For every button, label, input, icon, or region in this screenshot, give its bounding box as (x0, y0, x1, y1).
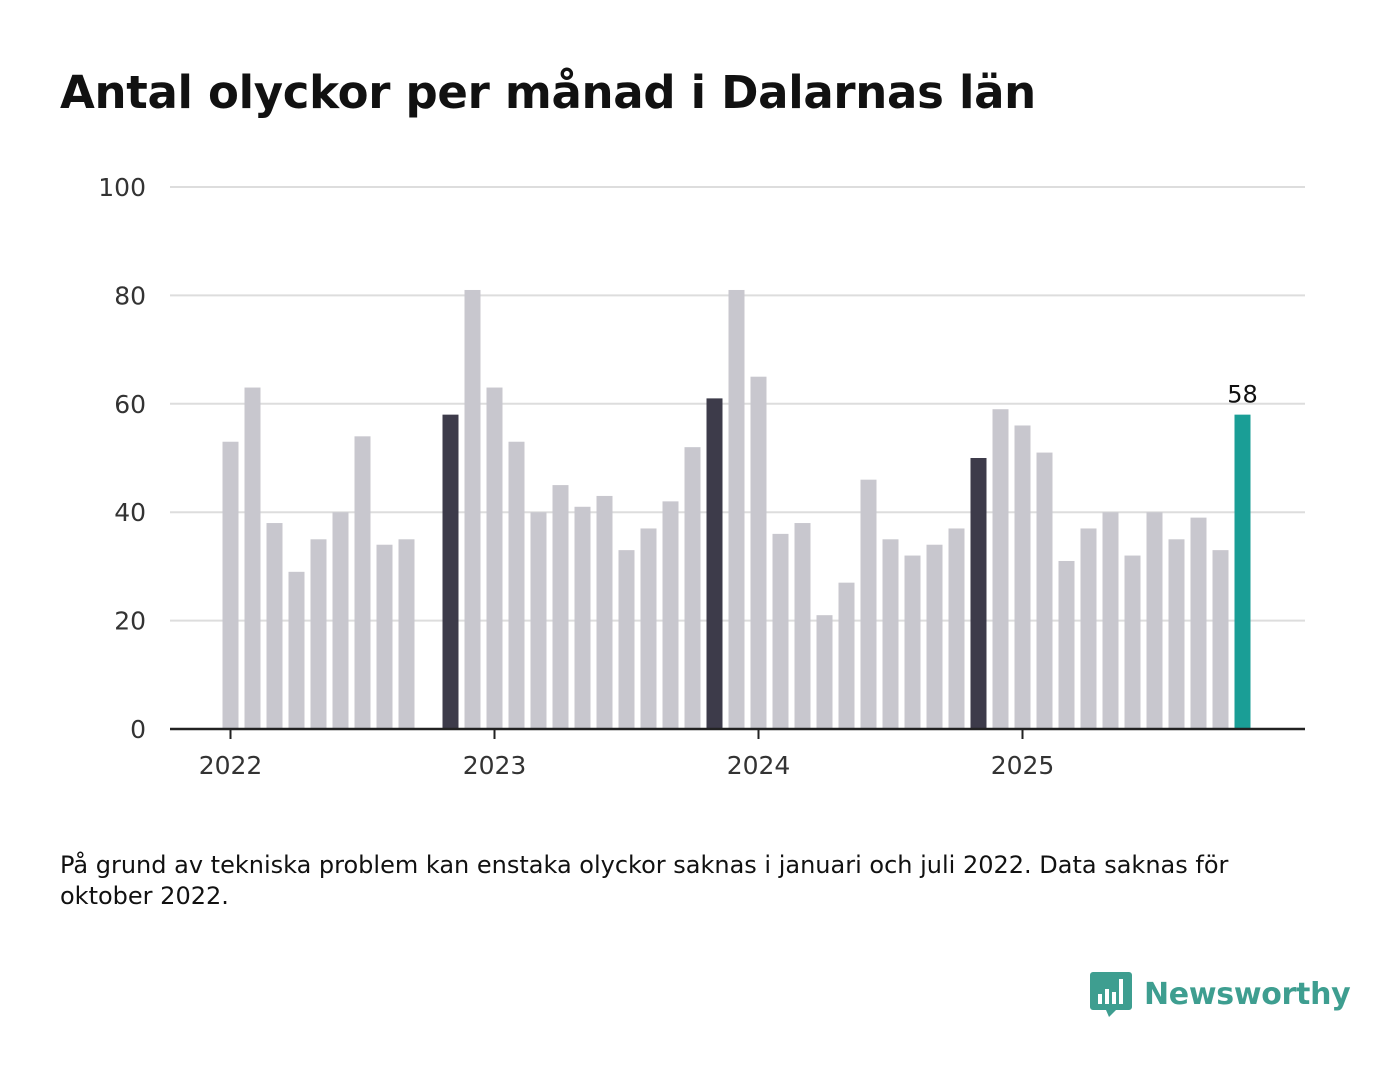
bar-2024-03 (794, 523, 811, 729)
bar-2025-08 (1168, 539, 1185, 729)
bar-chart-speech-bubble-icon (1090, 972, 1132, 1017)
bar-2024-11 (970, 458, 987, 729)
bar-2024-04 (816, 615, 833, 729)
bar-2023-04 (552, 485, 569, 729)
bar-2025-01 (1014, 425, 1031, 729)
x-tick-label-2023: 2023 (463, 751, 527, 780)
bar-2023-02 (508, 441, 525, 729)
bar-2023-10 (684, 447, 701, 729)
bar-2022-01 (222, 441, 239, 729)
x-axis-ticks: 2022 2023 2024 2025 (199, 729, 1055, 780)
bar-2025-04 (1080, 528, 1097, 729)
x-tick-label-2024: 2024 (727, 751, 791, 780)
bar-2022-02 (244, 387, 261, 729)
bar-2025-05 (1102, 512, 1119, 729)
bar-2023-09 (662, 501, 679, 729)
bar-2023-07 (618, 550, 635, 729)
bar-2025-09 (1190, 517, 1207, 729)
bar-2024-02 (772, 533, 789, 729)
bar-2024-09 (926, 544, 943, 729)
x-tick-label-2022: 2022 (199, 751, 263, 780)
bar-2025-07 (1146, 512, 1163, 729)
bar-2024-08 (904, 555, 921, 729)
bar-2023-12 (728, 289, 745, 729)
x-tick-label-2025: 2025 (991, 751, 1055, 780)
bar-chart: 0 20 40 60 80 100 2022 2023 2024 2025 58 (98, 173, 1305, 780)
brand-name: Newsworthy (1144, 976, 1351, 1012)
y-tick-label-20: 20 (114, 607, 146, 636)
bar-2025-11 (1234, 414, 1251, 729)
bar-2022-07 (354, 436, 371, 729)
bar-2023-01 (486, 387, 503, 729)
chart-title: Antal olyckor per månad i Dalarnas län (60, 66, 1036, 119)
bar-2022-12 (464, 289, 481, 729)
bar-2022-03 (266, 523, 283, 729)
y-tick-label-60: 60 (114, 390, 146, 419)
bar-2022-09 (398, 539, 415, 729)
bar-2023-03 (530, 512, 547, 729)
bar-2024-05 (838, 582, 855, 729)
y-tick-label-0: 0 (130, 715, 146, 744)
bar-2023-05 (574, 506, 591, 729)
y-tick-label-80: 80 (114, 281, 146, 310)
data-labels: 58 (1227, 381, 1258, 409)
bar-2022-06 (332, 512, 349, 729)
bar-2024-10 (948, 528, 965, 729)
bar-2022-05 (310, 539, 327, 729)
bar-2024-01 (750, 376, 767, 729)
bar-2022-04 (288, 571, 305, 729)
y-tick-label-100: 100 (98, 173, 146, 202)
bar-2022-08 (376, 544, 393, 729)
bar-2022-11 (442, 414, 459, 729)
bar-2024-06 (860, 479, 877, 729)
footnote: På grund av tekniska problem kan enstaka… (60, 851, 1229, 910)
bar-2025-10 (1212, 550, 1229, 729)
bar-2025-02 (1036, 452, 1053, 729)
bars (222, 289, 1251, 729)
brand-logo[interactable]: Newsworthy (1090, 970, 1351, 1018)
bar-2023-11 (706, 398, 723, 729)
y-tick-label-40: 40 (114, 498, 146, 527)
bar-2025-06 (1124, 555, 1141, 729)
data-label-2025-11: 58 (1227, 381, 1258, 409)
bar-2025-03 (1058, 560, 1075, 729)
bar-2024-07 (882, 539, 899, 729)
bar-2023-06 (596, 495, 613, 729)
bar-2024-12 (992, 409, 1009, 729)
bar-2023-08 (640, 528, 657, 729)
